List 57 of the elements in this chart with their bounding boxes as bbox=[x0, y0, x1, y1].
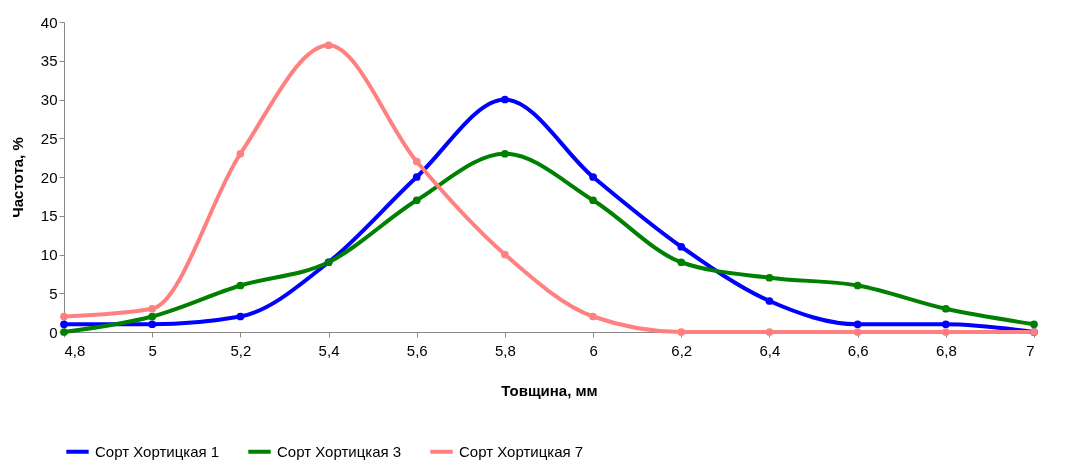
x-tick-label: 5,8 bbox=[494, 341, 516, 359]
y-tick-label: 25 bbox=[40, 129, 58, 147]
point bbox=[765, 297, 774, 305]
y-tick-label: 0 bbox=[49, 323, 58, 341]
y-tick-label: 5 bbox=[49, 284, 58, 302]
legend-label: Сорт Хортицкая 7 bbox=[459, 442, 584, 460]
x-tick-label: 6,2 bbox=[671, 341, 693, 359]
point bbox=[677, 242, 686, 251]
point bbox=[501, 95, 509, 104]
point bbox=[324, 41, 333, 50]
point bbox=[853, 328, 862, 336]
y-tick-label: 15 bbox=[40, 207, 58, 225]
point bbox=[1030, 320, 1038, 329]
x-tick-label: 5,2 bbox=[230, 341, 252, 359]
x-tick-label: 6,4 bbox=[759, 341, 781, 359]
x-tick-label: 4,8 bbox=[64, 341, 86, 359]
point bbox=[853, 320, 862, 329]
x-tick-label: 6,6 bbox=[847, 341, 869, 359]
x-tick-label: 6 bbox=[589, 341, 598, 359]
y-tick-label: 10 bbox=[40, 246, 58, 263]
y-tick-label: 30 bbox=[40, 91, 58, 108]
y-tick-label: 40 bbox=[40, 13, 58, 31]
x-tick-label: 5 bbox=[148, 341, 157, 359]
point bbox=[60, 312, 68, 321]
point bbox=[412, 173, 421, 181]
point bbox=[236, 281, 245, 290]
x-axis-title: Товщина, мм bbox=[501, 381, 598, 399]
x-tick-label: 5,6 bbox=[406, 341, 428, 359]
point bbox=[589, 196, 597, 205]
x-tick-label: 5,4 bbox=[318, 341, 340, 359]
point bbox=[60, 320, 68, 329]
y-axis-title: Частота, % bbox=[8, 137, 26, 218]
point bbox=[501, 250, 509, 259]
point bbox=[148, 320, 157, 329]
point bbox=[765, 273, 774, 282]
point bbox=[765, 328, 774, 336]
point bbox=[148, 312, 157, 321]
y-tick-label: 35 bbox=[40, 52, 58, 70]
point bbox=[677, 258, 686, 267]
legend-label: Сорт Хортицкая 3 bbox=[277, 442, 402, 460]
point bbox=[412, 196, 421, 205]
point bbox=[501, 149, 509, 158]
point bbox=[589, 312, 597, 321]
x-tick-label: 6,8 bbox=[935, 341, 957, 359]
point bbox=[941, 320, 950, 329]
y-tick-label: 20 bbox=[40, 168, 58, 186]
point bbox=[236, 149, 245, 158]
point bbox=[941, 304, 950, 313]
point bbox=[853, 281, 862, 290]
legend-label: Сорт Хортицкая 1 bbox=[95, 442, 220, 460]
point bbox=[412, 157, 421, 166]
point bbox=[589, 173, 597, 181]
x-tick-label: 7 bbox=[1026, 341, 1035, 359]
point bbox=[236, 312, 245, 321]
point bbox=[148, 304, 157, 313]
point bbox=[677, 328, 686, 336]
point bbox=[941, 328, 950, 336]
